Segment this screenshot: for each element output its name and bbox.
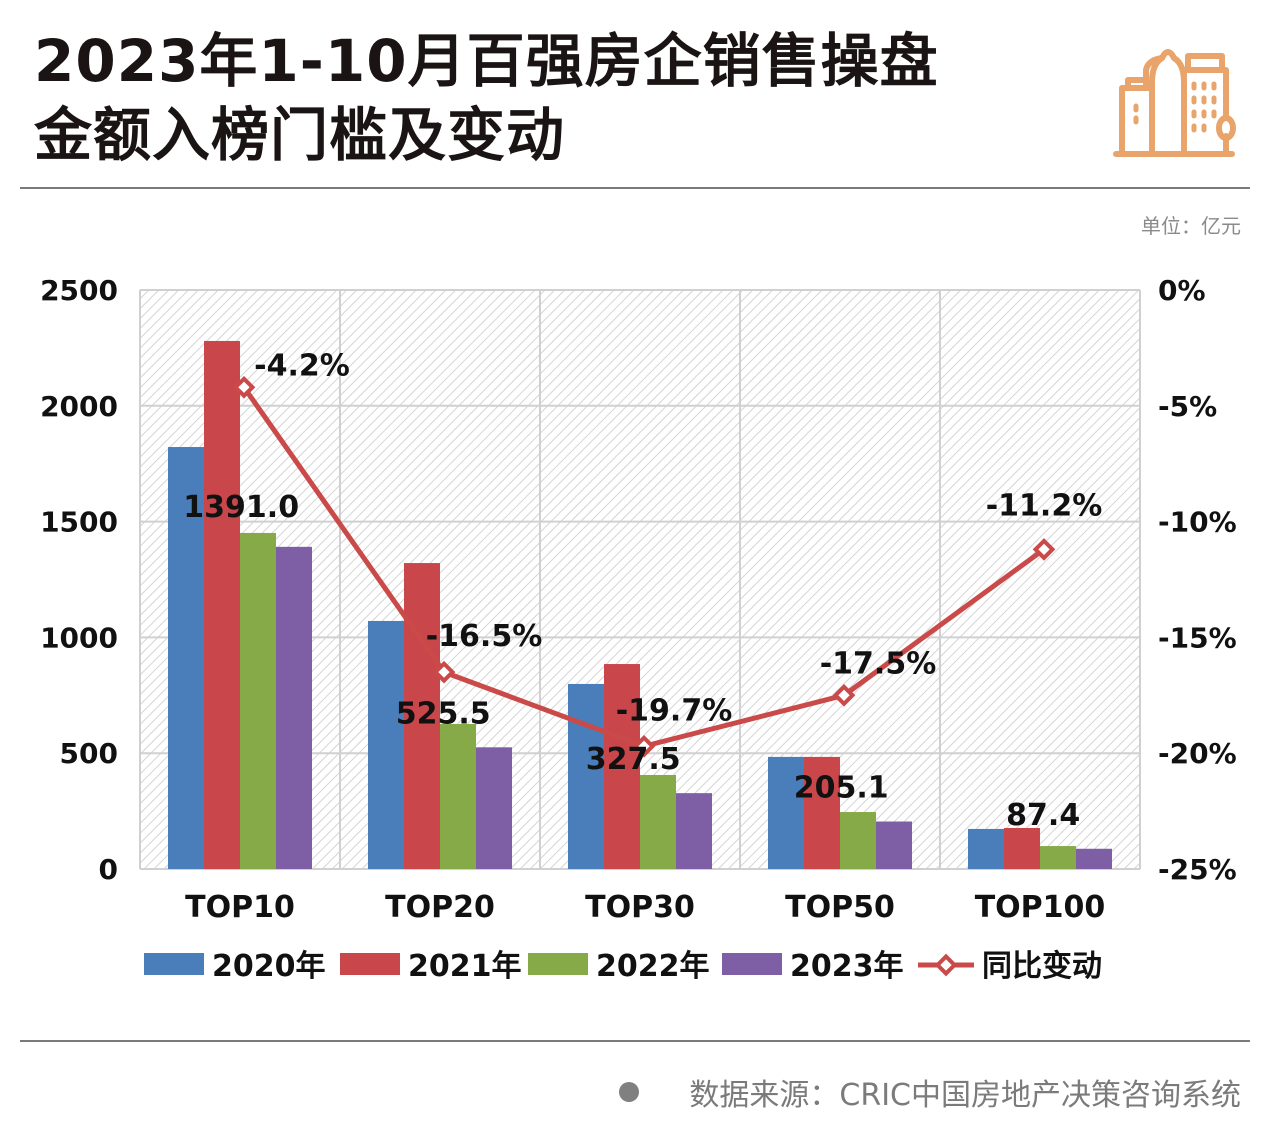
unit-label: 单位：亿元 [1141,216,1241,238]
bar-2022-top30 [640,774,676,869]
category-label-top10: TOP10 [185,890,295,925]
bar-2021-top20 [404,563,440,869]
left-axis-tick-label: 1000 [40,621,118,654]
city-buildings-icon [1113,49,1236,157]
yoy-marker-top50 [832,683,856,707]
right-axis-tick-label: 0% [1158,274,1206,307]
right-axis-tick-label: -10% [1158,506,1237,539]
bar-2020-top100 [968,828,1004,869]
data-label-2023-top20: 525.5 [396,696,491,731]
header-divider [20,187,1250,189]
bar-2023-top30 [676,793,712,869]
footer-divider [20,1040,1250,1042]
left-axis-tick-label: 1500 [40,506,118,539]
bar-2021-top30 [604,664,640,869]
bar-2023-top100 [1076,848,1112,869]
data-label-2023-top100: 87.4 [1006,798,1080,833]
right-axis-tick-label: -15% [1158,621,1237,654]
data-label-2023-top30: 327.5 [586,742,681,777]
right-axis-tick-label: -20% [1158,737,1237,770]
data-label-2023-top50: 205.1 [794,770,889,805]
bar-2023-top10 [276,546,312,869]
legend-label-2021: 2021年 [408,949,522,984]
yoy-marker-top30 [632,734,656,758]
legend-swatch-2022 [528,953,588,975]
data-source-text: 数据来源：CRIC中国房地产决策咨询系统 [689,1078,1241,1113]
legend-swatch-2023 [722,953,782,975]
title-line-1: 2023年1-10月百强房企销售操盘 [34,27,939,95]
data-label-yoy-top50: -17.5% [820,646,937,681]
bar-2023-top50 [876,821,912,869]
bar-line-chart: 1391.0 525.5 327.5 205.1 87.4 -4.2% -16.5% -19.… [40,274,1237,984]
legend-swatch-2021 [340,953,400,975]
bar-2023-top20 [476,747,512,869]
bar-2020-top10 [168,447,204,869]
category-label-top20: TOP20 [385,890,495,925]
data-label-2023-top10: 1391.0 [183,490,299,525]
chart-title: 2023年1-10月百强房企销售操盘 金额入榜门槛及变动 [34,24,939,172]
data-label-yoy-top10: -4.2% [254,348,350,383]
left-axis-tick-label: 0 [99,853,118,886]
legend-label-2020: 2020年 [212,949,326,984]
bar-2022-top10 [240,532,276,869]
legend-label-2022: 2022年 [596,949,710,984]
left-axis-tick-label: 500 [60,737,118,770]
bar-2021-top10 [204,340,240,869]
bar-2020-top50 [768,756,804,869]
data-label-yoy-top20: -16.5% [426,619,543,654]
category-label-top30: TOP30 [585,890,695,925]
yoy-marker-top10 [232,375,256,399]
bar-2020-top20 [368,620,404,869]
left-axis-tick-label: 2000 [40,390,118,423]
yoy-marker-top20 [432,660,456,684]
data-label-yoy-top30: -19.7% [616,693,733,728]
bar-2022-top100 [1040,846,1076,869]
bar-2021-top50 [804,756,840,869]
category-label-top50: TOP50 [785,890,895,925]
category-label-top100: TOP100 [975,890,1106,925]
title-line-2: 金额入榜门槛及变动 [34,101,566,169]
bar-2021-top100 [1004,828,1040,869]
legend-swatch-2020 [144,953,204,975]
bar-2022-top20 [440,724,476,869]
legend-label-yoy: 同比变动 [982,949,1102,984]
right-axis-tick-label: -5% [1158,390,1217,423]
left-axis-tick-label: 2500 [40,274,118,307]
bar-2020-top30 [568,683,604,869]
bullet-dot-icon [619,1082,640,1102]
yoy-marker-top100 [1032,538,1056,561]
right-axis-tick-label: -25% [1158,853,1237,886]
legend-diamond-marker-icon [934,953,958,977]
bar-2022-top50 [840,812,876,869]
legend-label-2023: 2023年 [790,949,904,984]
data-source: 数据来源：CRIC中国房地产决策咨询系统 [619,1070,1241,1114]
data-label-yoy-top100: -11.2% [986,488,1103,523]
